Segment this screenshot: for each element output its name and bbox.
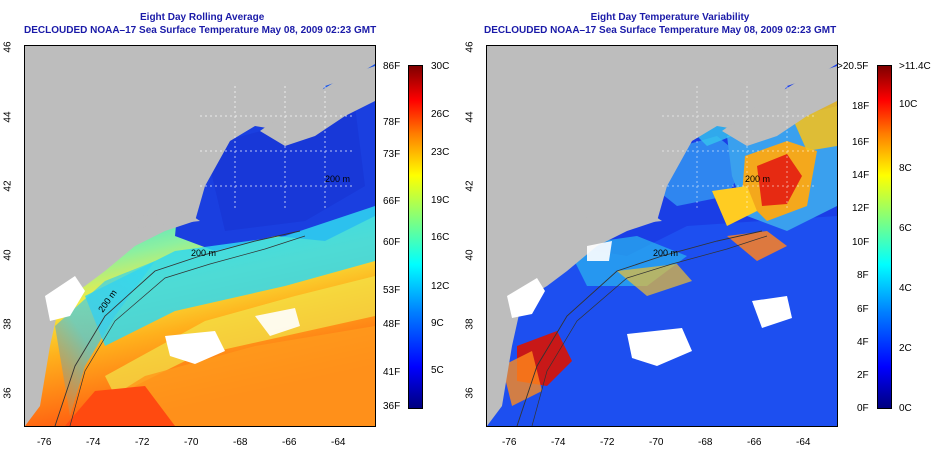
- right-lon-tick: -68: [698, 437, 713, 448]
- right-colorbar-f-label: 2F: [857, 370, 869, 381]
- right-colorbar-f-label: 8F: [857, 270, 869, 281]
- left-colorbar-f-label: 66F: [383, 196, 401, 207]
- left-colorbar-f-label: 48F: [383, 319, 401, 330]
- right-lon-tick: -66: [747, 437, 762, 448]
- left-colorbar-f-label: 86F: [383, 61, 401, 72]
- left-lon-tick: -70: [184, 437, 199, 448]
- left-lat-tick: 40: [2, 249, 14, 261]
- right-colorbar-f-label: 0F: [857, 403, 869, 414]
- left-title-line2: DECLOUDED NOAA–17 Sea Surface Temperatur…: [24, 25, 377, 36]
- right-lon-tick: -76: [502, 437, 517, 448]
- right-title-line2: DECLOUDED NOAA–17 Sea Surface Temperatur…: [484, 25, 837, 36]
- left-lon-tick: -76: [37, 437, 52, 448]
- right-lat-tick: 36: [464, 387, 476, 399]
- left-lat-tick: 44: [2, 111, 14, 123]
- left-sst-map[interactable]: 200 m 200 m 200 m: [24, 45, 376, 427]
- right-colorbar-f-label: 4F: [857, 337, 869, 348]
- left-colorbar-c-label: 12C: [431, 281, 450, 292]
- left-colorbar-c-label: 30C: [431, 61, 450, 72]
- right-colorbar-c-label: 8C: [899, 163, 912, 174]
- left-colorbar-c-label: 9C: [431, 318, 444, 329]
- right-colorbar: [877, 65, 892, 409]
- right-colorbar-c-label: 0C: [899, 403, 912, 414]
- right-variability-image: [487, 46, 837, 426]
- left-colorbar-f-label: 53F: [383, 285, 401, 296]
- right-colorbar-f-label: 14F: [852, 170, 870, 181]
- left-colorbar-f-label: 41F: [383, 367, 401, 378]
- left-colorbar-f-label: 36F: [383, 401, 401, 412]
- left-lat-tick: 36: [2, 387, 14, 399]
- right-title-line1: Eight Day Temperature Variability: [590, 12, 750, 23]
- right-isobath-label: 200 m: [653, 248, 679, 258]
- left-lat-tick: 46: [2, 41, 14, 53]
- right-colorbar-c-label: 10C: [899, 99, 918, 110]
- right-colorbar-c-label: 6C: [899, 223, 912, 234]
- left-title-line1: Eight Day Rolling Average: [140, 12, 265, 23]
- left-lat-tick: 38: [2, 318, 14, 330]
- right-colorbar-c-label: >11.4C: [899, 61, 931, 72]
- right-isobath-label: 200 m: [745, 174, 771, 184]
- right-colorbar-f-label: 16F: [852, 137, 870, 148]
- left-colorbar-f-label: 78F: [383, 117, 401, 128]
- right-colorbar-c-label: 2C: [899, 343, 912, 354]
- left-colorbar-c-label: 16C: [431, 232, 450, 243]
- left-sst-image: [25, 46, 375, 426]
- right-lat-tick: 46: [464, 41, 476, 53]
- left-colorbar-c-label: 5C: [431, 365, 444, 376]
- right-variability-map[interactable]: 200 m 200 m: [486, 45, 838, 427]
- left-lon-tick: -66: [282, 437, 297, 448]
- right-colorbar-f-label: 6F: [857, 304, 869, 315]
- right-lon-tick: -74: [551, 437, 566, 448]
- right-lat-tick: 40: [464, 249, 476, 261]
- left-colorbar-c-label: 19C: [431, 195, 450, 206]
- left-isobath-label: 200 m: [191, 248, 217, 258]
- right-colorbar-f-label: 18F: [852, 101, 870, 112]
- left-lon-tick: -74: [86, 437, 101, 448]
- left-lon-tick: -68: [233, 437, 248, 448]
- right-colorbar-f-label: >20.5F: [837, 61, 869, 72]
- right-lat-tick: 42: [464, 180, 476, 192]
- left-lon-tick: -72: [135, 437, 150, 448]
- left-colorbar-f-label: 73F: [383, 149, 401, 160]
- right-lon-tick: -72: [600, 437, 615, 448]
- left-isobath-label: 200 m: [325, 174, 351, 184]
- right-lon-tick: -64: [796, 437, 811, 448]
- right-lat-tick: 44: [464, 111, 476, 123]
- right-colorbar-f-label: 12F: [852, 203, 870, 214]
- left-colorbar-c-label: 23C: [431, 147, 450, 158]
- left-lat-tick: 42: [2, 180, 14, 192]
- right-colorbar-c-label: 4C: [899, 283, 912, 294]
- right-lon-tick: -70: [649, 437, 664, 448]
- right-lat-tick: 38: [464, 318, 476, 330]
- left-lon-tick: -64: [331, 437, 346, 448]
- left-colorbar: [408, 65, 423, 409]
- left-colorbar-f-label: 60F: [383, 237, 401, 248]
- left-colorbar-c-label: 26C: [431, 109, 450, 120]
- right-colorbar-f-label: 10F: [852, 237, 870, 248]
